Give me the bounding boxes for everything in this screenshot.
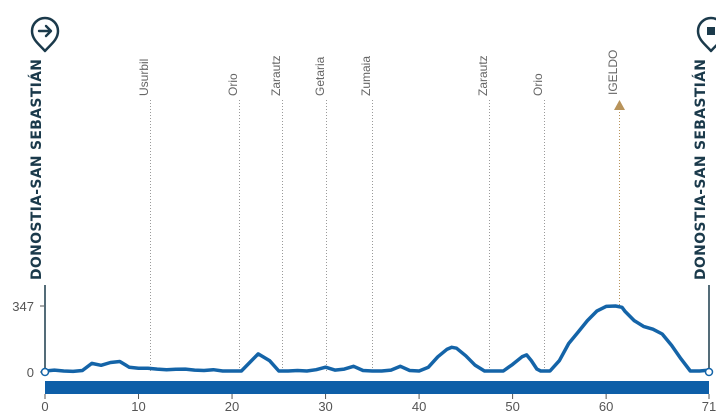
location-label: Zarautz (269, 55, 283, 96)
location-label: Orio (226, 73, 240, 96)
finish-flag-pin-icon (696, 16, 716, 53)
x-tick-label: 30 (318, 399, 332, 414)
x-tick-label: 10 (131, 399, 145, 414)
climb-marker-triangle (614, 100, 625, 110)
finish-point (704, 367, 714, 377)
x-tick-label: 40 (412, 399, 426, 414)
axes-layer: 0 10 20 30 40 50 60 71 0 347 (12, 299, 716, 414)
profile-layer (43, 304, 711, 374)
start-pin-outline (30, 16, 60, 53)
x-axis-band (45, 381, 709, 394)
finish-city-label: DONOSTIA-SAN SEBASTIÁN (692, 59, 709, 280)
location-label: Zarautz (476, 55, 490, 96)
location-label: Usurbil (137, 59, 151, 96)
location-label: Getaria (313, 56, 327, 96)
x-tick-label: 20 (225, 399, 239, 414)
y-tick-label: 0 (27, 365, 34, 380)
elevation-line (43, 304, 711, 374)
arrow-right-pin-icon (30, 16, 60, 53)
start-point (40, 367, 50, 377)
x-tick-label: 71 (702, 399, 716, 414)
route-ends: DONOSTIA-SAN SEBASTIÁN DONOSTIA-SAN SEBAS… (28, 16, 716, 377)
location-markers: Usurbil Orio Zarautz Getaria Zumaia Zarautz Or… (137, 50, 625, 372)
finish-pin-flag (707, 27, 715, 35)
x-tick-label: 50 (505, 399, 519, 414)
start-city-label: DONOSTIA-SAN SEBASTIÁN (28, 59, 45, 280)
climb-label: IGELDO (606, 50, 620, 95)
start-pin-arrow (37, 24, 53, 38)
x-tick-label: 0 (41, 399, 48, 414)
finish-pin-outline (696, 16, 716, 53)
x-tick-label: 60 (599, 399, 613, 414)
y-tick-label: 347 (12, 299, 34, 314)
location-label: Orio (531, 73, 545, 96)
location-label: Zumaia (359, 56, 373, 96)
